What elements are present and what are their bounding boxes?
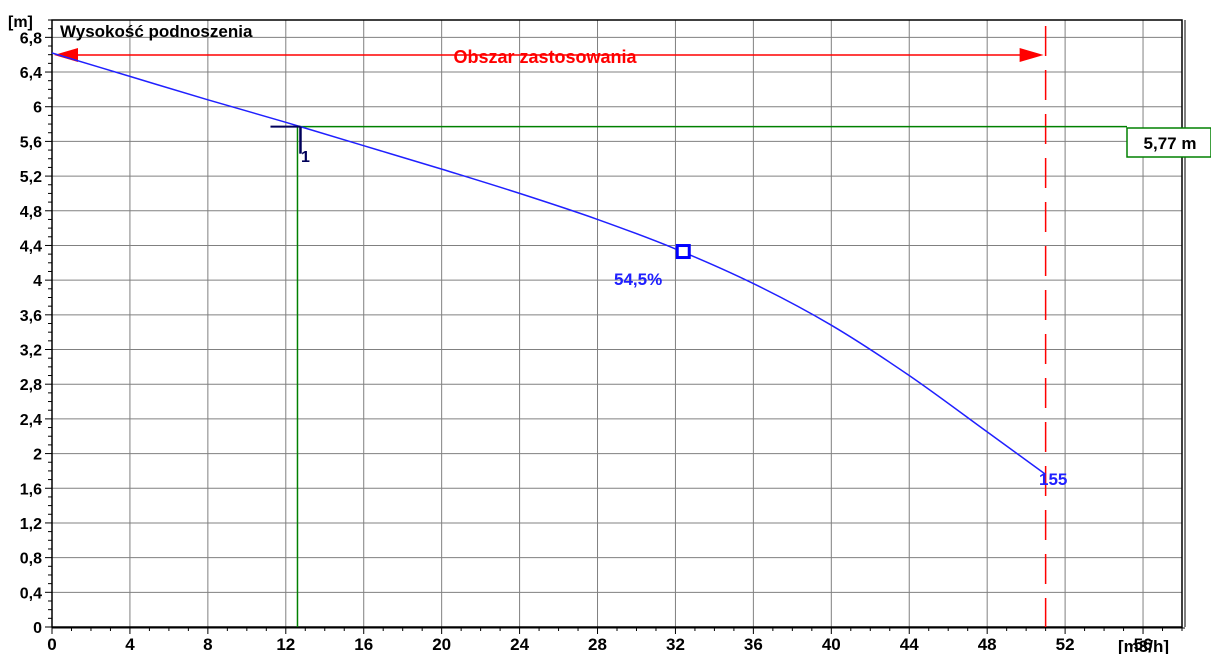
y-tick-label: 6,4 (20, 65, 42, 82)
x-tick-label: 40 (822, 635, 841, 654)
x-tick-label: 8 (203, 635, 212, 654)
x-tick-label: 52 (1056, 635, 1075, 654)
best-efficiency-marker (675, 244, 691, 260)
y-tick-label: 0 (33, 620, 42, 637)
x-tick-label: 56 (1134, 635, 1153, 654)
y-tick-label: 1,2 (20, 516, 42, 533)
application-range-label: Obszar zastosowania (453, 47, 637, 67)
x-tick-label: 48 (978, 635, 997, 654)
y-tick-label: 2,4 (20, 412, 42, 429)
application-range (54, 26, 1047, 627)
x-axis-ticks: 0 4 8 12 16 20 24 28 32 36 40 44 48 52 56 (47, 627, 1183, 654)
x-tick-label: 44 (900, 635, 919, 654)
operating-point-label: 1 (301, 149, 310, 166)
y-axis-unit-label: [m] (8, 14, 33, 31)
curve-end-label: 155 (1039, 470, 1067, 489)
efficiency-label: 54,5% (614, 270, 662, 289)
head-value-box (1126, 127, 1211, 158)
y-tick-label: 2 (33, 447, 42, 464)
x-tick-label: 24 (510, 635, 529, 654)
x-tick-label: 12 (276, 635, 295, 654)
y-tick-label: 6,8 (20, 30, 42, 47)
y-tick-label: 4,8 (20, 204, 42, 221)
x-axis-unit-label: [m3/h] (1118, 637, 1169, 654)
x-tick-label: 20 (432, 635, 451, 654)
x-tick-label: 28 (588, 635, 607, 654)
chart-title: Wysokość podnoszenia (60, 22, 253, 41)
x-tick-label: 36 (744, 635, 763, 654)
y-tick-label: 5,2 (20, 169, 42, 186)
y-axis-ticks: 0 0,4 0,8 1,2 1,6 2 2,4 2,8 3,2 3,6 4 4,4 4,8 5,2 5,6 6… (20, 19, 52, 637)
x-tick-label: 16 (354, 635, 373, 654)
y-tick-label: 0,4 (20, 585, 42, 602)
y-tick-label: 3,6 (20, 308, 42, 325)
plot-border (51, 19, 1183, 628)
y-tick-label: 2,8 (20, 377, 42, 394)
y-tick-label: 5,6 (20, 134, 42, 151)
y-tick-label: 4 (33, 273, 42, 290)
pump-curve-line (51, 52, 1047, 476)
y-tick-label: 4,4 (20, 238, 42, 255)
operating-point-lines (296, 125, 1211, 627)
markers (270, 125, 691, 260)
grid (52, 20, 1182, 627)
x-tick-label: 4 (125, 635, 135, 654)
range-arrow-right-head (1019, 48, 1044, 62)
y-tick-label: 1,6 (20, 481, 42, 498)
y-tick-label: 6 (33, 100, 42, 117)
x-tick-label: 0 (47, 635, 56, 654)
y-tick-label: 3,2 (20, 343, 42, 360)
plot-frame (51, 19, 1186, 629)
series-layer (51, 52, 1047, 476)
x-tick-label: 32 (666, 635, 685, 654)
head-value-label: 5,77 m (1144, 134, 1197, 153)
y-tick-label: 0,8 (20, 551, 42, 568)
